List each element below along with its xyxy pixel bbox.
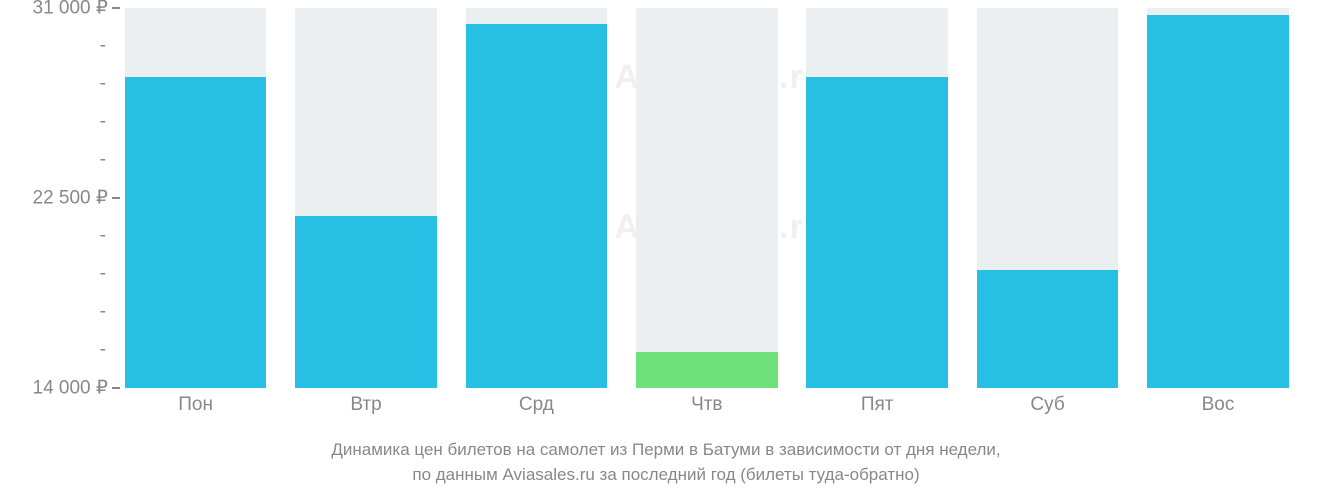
bar-fill: [636, 352, 778, 388]
y-tick-label: 31 000 ₽: [0, 0, 108, 20]
price-by-weekday-chart: 14 000 ₽ 22 500 ₽ 31 000 ₽ - - - - - - - - Aviasal…: [0, 0, 1332, 502]
bar-slot: [806, 8, 948, 388]
bars-group: [120, 8, 1320, 388]
plot-area: Aviasales.ru Aviasales.ru: [120, 8, 1320, 388]
caption-line-2: по данным Aviasales.ru за последний год …: [0, 463, 1332, 488]
x-axis: Пон Втр Срд Чтв Пят Суб Вос: [120, 394, 1320, 424]
bar-fill: [806, 77, 948, 388]
y-minor-tick: -: [100, 339, 106, 361]
y-tick-mark: [112, 7, 120, 9]
bar-background: [636, 8, 778, 388]
y-tick-label: 22 500 ₽: [0, 187, 108, 210]
x-tick-label: Пят: [861, 394, 894, 416]
x-tick-label: Пон: [178, 394, 213, 416]
y-tick-mark: [112, 387, 120, 389]
bar-slot: [466, 8, 608, 388]
bar-slot: [295, 8, 437, 388]
y-minor-tick: -: [100, 301, 106, 323]
y-minor-tick: -: [100, 149, 106, 171]
bar-fill: [1147, 15, 1289, 388]
bar-fill: [466, 24, 608, 388]
bar-fill: [295, 216, 437, 388]
x-tick-label: Срд: [519, 394, 554, 416]
x-tick-label: Вос: [1202, 394, 1235, 416]
bar-slot: [125, 8, 267, 388]
caption-line-1: Динамика цен билетов на самолет из Перми…: [0, 438, 1332, 463]
y-minor-tick: -: [100, 73, 106, 95]
y-minor-tick: -: [100, 225, 106, 247]
y-axis: 14 000 ₽22 500 ₽31 000 ₽--------: [0, 8, 120, 388]
x-tick-label: Втр: [350, 394, 381, 416]
y-tick-mark: [112, 197, 120, 199]
bar-fill: [125, 77, 267, 388]
bar-fill: [977, 270, 1119, 388]
y-minor-tick: -: [100, 111, 106, 133]
y-minor-tick: -: [100, 35, 106, 57]
x-tick-label: Чтв: [691, 394, 722, 416]
y-tick-label: 14 000 ₽: [0, 377, 108, 400]
bar-slot: [636, 8, 778, 388]
y-minor-tick: -: [100, 263, 106, 285]
bar-slot: [1147, 8, 1289, 388]
bar-slot: [977, 8, 1119, 388]
x-tick-label: Суб: [1030, 394, 1064, 416]
chart-caption: Динамика цен билетов на самолет из Перми…: [0, 438, 1332, 487]
